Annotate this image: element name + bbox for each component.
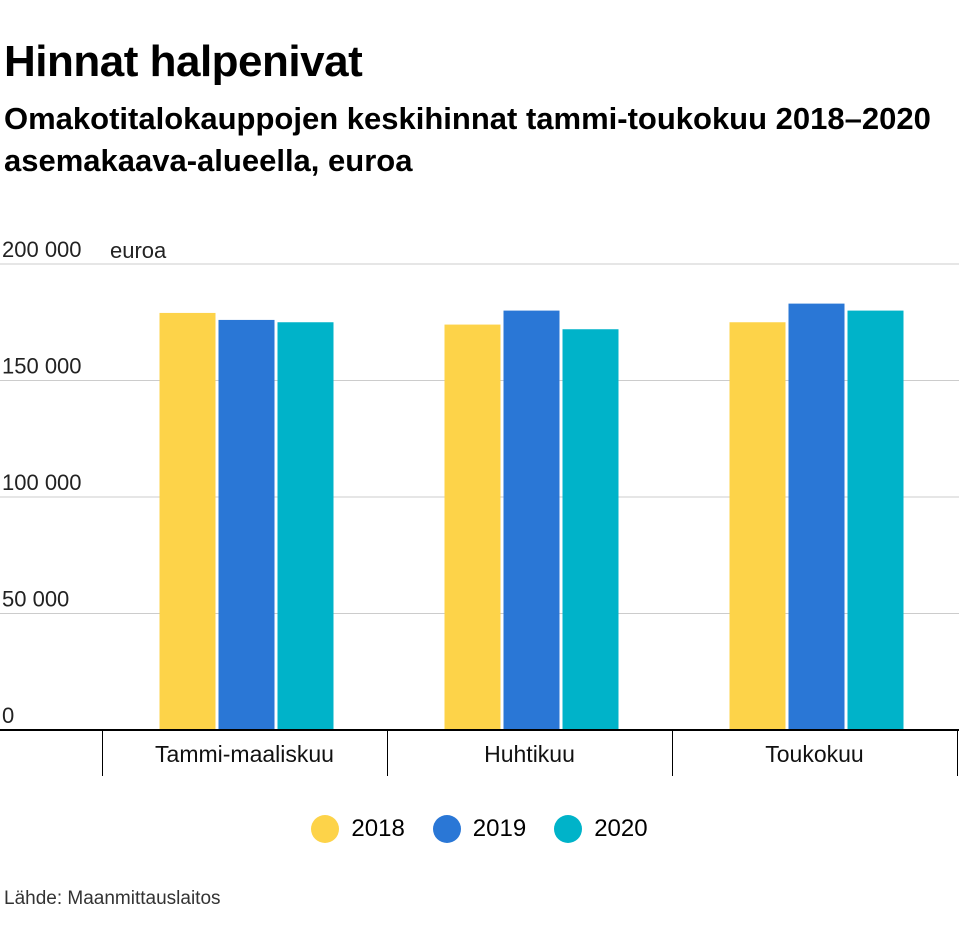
bar-2018-0 [159, 312, 216, 730]
bar-2020-2 [847, 310, 904, 730]
bar-2019-0 [218, 319, 275, 730]
y-tick-label: 150 000 [2, 354, 82, 379]
x-tick-label: Huhtikuu [484, 741, 575, 767]
legend-item: 2020 [554, 815, 648, 843]
legend-swatch [432, 815, 461, 843]
chart-title: Hinnat halpenivat [4, 37, 363, 86]
y-tick-label: 0 [2, 703, 14, 728]
chart-subtitle: Omakotitalokauppojen keskihinnat tammi-t… [4, 101, 931, 178]
bar-2020-1 [562, 329, 619, 730]
legend-swatch [554, 815, 583, 843]
bar-2019-1 [503, 310, 560, 730]
legend-item: 2019 [432, 815, 527, 843]
y-unit-label: euroa [110, 238, 167, 263]
bar-2018-1 [444, 324, 501, 730]
legend-swatch [311, 815, 340, 843]
x-tick-label: Tammi-maaliskuu [155, 741, 334, 767]
x-tick-label: Toukokuu [765, 741, 863, 767]
legend-label: 2018 [351, 815, 405, 842]
bar-2020-0 [277, 322, 334, 730]
legend: 2018 2019 2020 [0, 815, 959, 843]
source-note: Lähde: Maanmittauslaitos [4, 888, 221, 909]
legend-label: 2019 [472, 815, 527, 842]
legend-item: 2018 [311, 815, 405, 843]
bar-2019-2 [788, 303, 845, 730]
bar-chart: 0 50 000 100 000 150 000 200 000 euroa Tammi-m… [0, 237, 959, 776]
y-tick-label: 100 000 [2, 470, 82, 495]
y-tick-label: 50 000 [2, 587, 69, 612]
y-tick-label: 200 000 [2, 237, 82, 262]
legend-label: 2020 [594, 815, 648, 842]
bar-2018-2 [729, 322, 786, 730]
